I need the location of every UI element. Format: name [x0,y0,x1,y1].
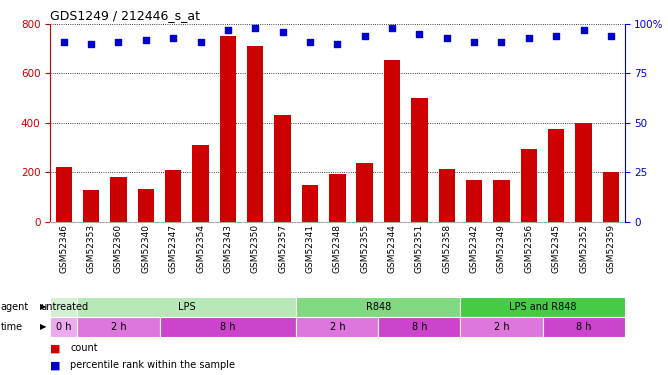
Bar [411,98,428,222]
Bar [192,145,209,222]
Bar [493,180,510,222]
Bar [220,36,236,222]
Text: GDS1249 / 212446_s_at: GDS1249 / 212446_s_at [50,9,200,22]
Text: percentile rank within the sample: percentile rank within the sample [70,360,235,370]
Point [86,40,96,46]
Point [222,27,233,33]
Bar [302,185,318,222]
Bar [297,317,378,337]
Text: ▶: ▶ [40,303,47,312]
Bar [83,190,100,222]
Bar [520,149,537,222]
Text: ■: ■ [50,360,61,370]
Bar [110,177,127,222]
Text: count: count [70,344,98,353]
Text: GSM52342: GSM52342 [470,224,478,273]
Bar [439,169,455,222]
Bar [384,60,400,222]
Point [359,33,370,39]
Text: GSM52351: GSM52351 [415,224,424,273]
Text: GSM52346: GSM52346 [59,224,68,273]
Text: GSM52352: GSM52352 [579,224,588,273]
Bar [50,297,77,317]
Text: GSM52354: GSM52354 [196,224,205,273]
Point [606,33,617,39]
Text: GSM52360: GSM52360 [114,224,123,273]
Text: untreated: untreated [39,302,88,312]
Bar [160,317,297,337]
Text: GSM52349: GSM52349 [497,224,506,273]
Point [442,34,452,40]
Text: time: time [1,322,23,332]
Point [551,33,562,39]
Bar [50,317,77,337]
Point [332,40,343,46]
Point [414,31,425,37]
Point [113,39,124,45]
Bar [55,168,72,222]
Bar [275,116,291,222]
Text: LPS and R848: LPS and R848 [509,302,576,312]
Text: GSM52341: GSM52341 [305,224,315,273]
Bar [247,46,263,222]
Point [305,39,315,45]
Text: ■: ■ [50,344,61,353]
Text: GSM52340: GSM52340 [142,224,150,273]
Text: GSM52356: GSM52356 [524,224,533,273]
Text: GSM52343: GSM52343 [223,224,232,273]
Text: GSM52359: GSM52359 [607,224,615,273]
Text: GSM52355: GSM52355 [360,224,369,273]
Point [58,39,69,45]
Bar [297,297,460,317]
Point [387,25,397,31]
Text: 8 h: 8 h [411,322,427,332]
Text: LPS: LPS [178,302,196,312]
Point [195,39,206,45]
Point [469,39,480,45]
Text: GSM52357: GSM52357 [278,224,287,273]
Text: GSM52348: GSM52348 [333,224,342,273]
Bar [329,174,345,222]
Bar [460,297,625,317]
Bar [138,189,154,222]
Bar [466,180,482,222]
Text: GSM52350: GSM52350 [250,224,260,273]
Bar [548,129,564,222]
Text: GSM52345: GSM52345 [552,224,560,273]
Text: 0 h: 0 h [56,322,71,332]
Bar [357,162,373,222]
Text: 8 h: 8 h [576,322,591,332]
Text: R848: R848 [366,302,391,312]
Bar [77,297,297,317]
Point [496,39,507,45]
Bar [542,317,625,337]
Point [140,37,151,43]
Bar [77,317,160,337]
Text: ▶: ▶ [40,322,47,332]
Bar [460,317,542,337]
Text: agent: agent [1,302,29,312]
Text: GSM52347: GSM52347 [169,224,178,273]
Text: GSM52344: GSM52344 [387,224,397,273]
Point [277,28,288,34]
Bar [603,172,619,222]
Text: 2 h: 2 h [111,322,126,332]
Point [250,25,261,31]
Bar [165,170,182,222]
Text: 2 h: 2 h [494,322,509,332]
Point [578,27,589,33]
Point [168,34,178,40]
Bar [378,317,460,337]
Point [524,34,534,40]
Bar [575,123,592,222]
Text: 8 h: 8 h [220,322,236,332]
Text: 2 h: 2 h [329,322,345,332]
Text: GSM52358: GSM52358 [442,224,452,273]
Text: GSM52353: GSM52353 [87,224,96,273]
